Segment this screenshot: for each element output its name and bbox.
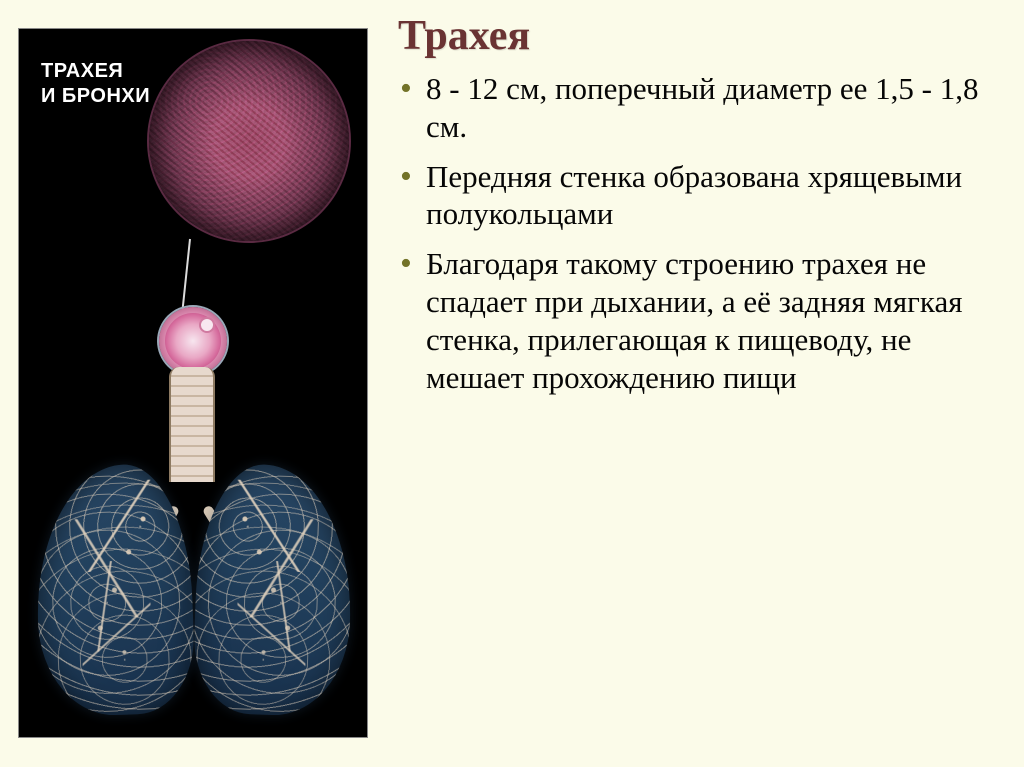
figure-panel: ТРАХЕЯ И БРОНХИ bbox=[0, 0, 376, 767]
figure-label: ТРАХЕЯ И БРОНХИ bbox=[41, 59, 150, 109]
bronchial-tree-left bbox=[33, 462, 197, 717]
trachea-cross-section bbox=[159, 307, 227, 375]
figure-label-line2: И БРОНХИ bbox=[41, 85, 150, 107]
slide-title: Трахея bbox=[398, 12, 994, 60]
cilia-micrograph-inset bbox=[149, 41, 349, 241]
slide: ТРАХЕЯ И БРОНХИ Трахея 8 - 12 см, попере… bbox=[0, 0, 1024, 767]
bullet-list: 8 - 12 см, поперечный диаметр ее 1,5 - 1… bbox=[394, 70, 994, 397]
bullet-item: Благодаря такому строению трахея не спад… bbox=[394, 245, 994, 396]
anatomy-figure: ТРАХЕЯ И БРОНХИ bbox=[18, 28, 368, 738]
figure-label-line1: ТРАХЕЯ bbox=[41, 60, 123, 82]
lung-right bbox=[192, 462, 356, 717]
text-panel: Трахея 8 - 12 см, поперечный диаметр ее … bbox=[376, 0, 1024, 767]
bullet-item: 8 - 12 см, поперечный диаметр ее 1,5 - 1… bbox=[394, 70, 994, 146]
lungs bbox=[34, 435, 354, 715]
lung-left bbox=[33, 462, 197, 717]
bullet-item: Передняя стенка образована хрящевыми пол… bbox=[394, 158, 994, 234]
bronchial-tree-right bbox=[192, 462, 356, 717]
